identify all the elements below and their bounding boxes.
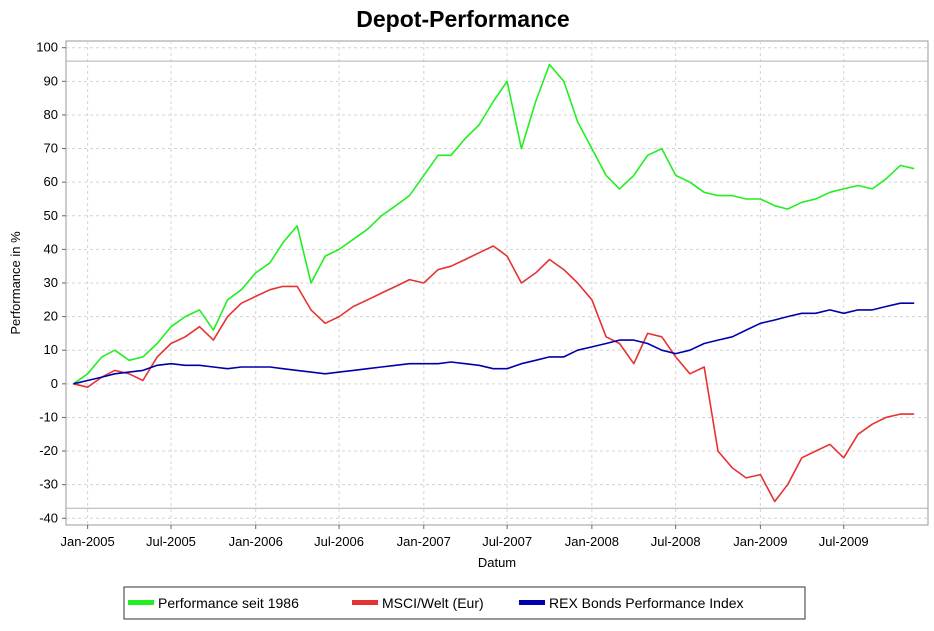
y-tick-label: 90 <box>44 73 58 88</box>
legend-box <box>123 586 806 620</box>
legend-swatch-1 <box>352 600 378 605</box>
legend: Performance seit 1986 MSCI/Welt (Eur) REX … <box>123 586 806 620</box>
y-tick-label: 100 <box>36 40 58 55</box>
y-tick-label: -30 <box>39 477 58 492</box>
x-axis-label: Datum <box>478 555 516 570</box>
legend-swatch-2 <box>519 600 545 605</box>
x-tick-label: Jan-2009 <box>733 534 787 549</box>
y-tick-label: -20 <box>39 443 58 458</box>
y-tick-label: 50 <box>44 208 58 223</box>
x-tick-label: Jan-2006 <box>229 534 283 549</box>
x-tick-label: Jan-2008 <box>565 534 619 549</box>
legend-label-1: MSCI/Welt (Eur) <box>382 595 484 611</box>
y-axis-label: Performance in % <box>8 231 23 335</box>
vertical-gridlines <box>87 41 845 525</box>
y-tick-label: 0 <box>51 376 58 391</box>
y-tick-label: 80 <box>44 107 58 122</box>
x-tick-label: Jan-2005 <box>61 534 115 549</box>
x-tick-label: Jul-2006 <box>314 534 364 549</box>
x-tick-label: Jul-2009 <box>819 534 869 549</box>
plot-background <box>65 40 929 526</box>
series-line-0 <box>72 63 915 385</box>
legend-label-0: Performance seit 1986 <box>158 595 299 611</box>
x-tick-label: Jul-2008 <box>651 534 701 549</box>
legend-swatch-0 <box>128 600 154 605</box>
series-line-2 <box>73 302 915 385</box>
y-tick-label: 40 <box>44 241 58 256</box>
chart-title: Depot-Performance <box>356 6 569 32</box>
x-axis-ticks: Jan-2005 Jul-2005 Jan-2006 Jul-2006 Jan-2007… <box>61 525 869 549</box>
series-line-1 <box>73 245 915 503</box>
legend-label-2: REX Bonds Performance Index <box>549 595 744 611</box>
y-tick-label: 20 <box>44 309 58 324</box>
y-tick-label: 70 <box>44 141 58 156</box>
y-tick-label: 10 <box>44 342 58 357</box>
y-tick-label: 30 <box>44 275 58 290</box>
series-lines <box>72 63 915 503</box>
reference-lines <box>66 60 928 509</box>
x-tick-label: Jul-2007 <box>482 534 532 549</box>
x-tick-label: Jul-2005 <box>146 534 196 549</box>
y-tick-label: -40 <box>39 510 58 525</box>
plot-area <box>65 40 929 526</box>
y-tick-label: -10 <box>39 409 58 424</box>
legend-items: Performance seit 1986 MSCI/Welt (Eur) REX … <box>128 595 744 611</box>
x-tick-label: Jan-2007 <box>397 534 451 549</box>
y-tick-label: 60 <box>44 174 58 189</box>
